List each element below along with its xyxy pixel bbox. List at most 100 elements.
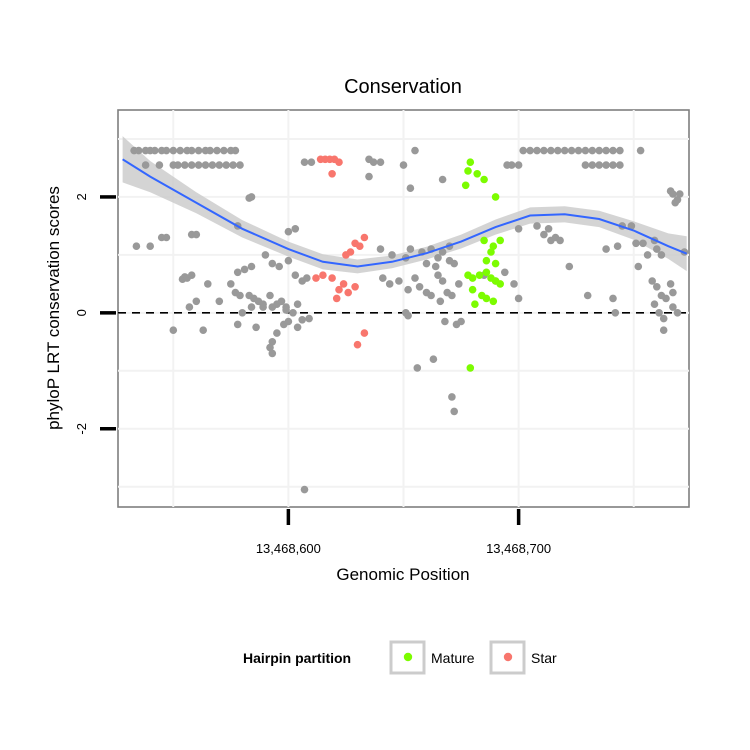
point-other: [293, 323, 302, 332]
point-other: [277, 297, 286, 306]
point-star: [346, 248, 355, 256]
chart-title: Conservation: [344, 76, 462, 98]
point-other: [581, 161, 590, 169]
point-star: [353, 340, 362, 349]
point-other: [284, 256, 293, 265]
point-other: [650, 300, 659, 309]
legend-label-star: Star: [531, 650, 557, 666]
point-other: [215, 297, 224, 306]
point-other: [602, 245, 610, 253]
point-other: [455, 280, 463, 288]
point-other: [215, 161, 224, 169]
point-other: [436, 297, 445, 306]
y-axis-label: phyloP LRT conservation scores: [44, 186, 63, 430]
point-other: [540, 146, 548, 155]
point-other: [514, 225, 523, 233]
point-other: [510, 280, 518, 288]
point-mature: [482, 256, 491, 265]
point-mature: [482, 294, 491, 303]
point-other: [298, 316, 307, 324]
point-other: [162, 233, 171, 242]
point-star: [356, 242, 364, 250]
point-other: [369, 158, 378, 166]
point-other: [653, 283, 661, 291]
legend-dot-star: [503, 652, 513, 662]
point-other: [187, 161, 196, 169]
point-other: [213, 146, 221, 155]
point-other: [236, 291, 244, 300]
point-other: [275, 262, 284, 271]
point-other: [169, 146, 178, 155]
point-other: [441, 317, 449, 326]
legend-title: Hairpin partition: [243, 650, 351, 666]
point-star: [335, 158, 343, 166]
point-other: [659, 314, 668, 323]
point-other: [204, 280, 212, 288]
point-other: [613, 242, 622, 250]
point-other: [376, 158, 385, 166]
legend-label-mature: Mature: [431, 650, 475, 666]
point-star: [339, 280, 348, 288]
point-other: [229, 161, 237, 169]
x-tick-label: 13,468,600: [256, 541, 321, 556]
point-other: [146, 242, 154, 250]
point-other: [399, 161, 408, 169]
point-other: [595, 146, 603, 155]
point-other: [540, 230, 548, 239]
point-mature: [468, 285, 477, 294]
point-other: [194, 146, 203, 155]
point-other: [438, 277, 447, 285]
point-other: [282, 306, 290, 314]
point-mature: [489, 242, 498, 250]
point-other: [662, 294, 670, 303]
point-other: [648, 277, 656, 285]
point-other: [208, 161, 217, 169]
point-other: [547, 146, 555, 155]
point-other: [627, 222, 636, 230]
point-other: [268, 303, 277, 311]
point-other: [201, 161, 210, 169]
point-other: [457, 317, 465, 326]
point-other: [192, 230, 201, 239]
point-other: [273, 329, 281, 337]
point-other: [413, 364, 422, 372]
point-other: [588, 161, 597, 169]
point-other: [238, 309, 247, 317]
point-other: [673, 196, 682, 204]
point-other: [434, 271, 442, 280]
point-other: [669, 303, 677, 311]
point-mature: [464, 167, 472, 175]
point-other: [514, 161, 523, 169]
point-other: [379, 274, 387, 282]
point-other: [411, 274, 419, 282]
point-star: [360, 233, 369, 242]
point-star: [351, 283, 359, 291]
y-tick-label: -2: [74, 423, 89, 435]
y-tick-label: 0: [74, 309, 89, 316]
point-other: [181, 161, 189, 169]
point-other: [659, 326, 668, 335]
point-other: [155, 161, 164, 169]
point-mature: [471, 300, 479, 309]
point-other: [657, 251, 666, 259]
point-other: [560, 146, 569, 155]
point-other: [307, 158, 316, 166]
point-other: [176, 146, 184, 155]
point-other: [185, 303, 194, 311]
point-mature: [466, 158, 475, 166]
point-other: [533, 222, 541, 230]
point-other: [266, 343, 274, 352]
point-other: [669, 288, 677, 297]
point-other: [643, 251, 652, 259]
point-other: [187, 146, 196, 155]
point-star: [328, 170, 336, 178]
point-other: [385, 280, 394, 288]
point-other: [429, 355, 438, 364]
point-star: [360, 329, 369, 337]
point-other: [406, 245, 415, 253]
point-other: [162, 146, 171, 155]
point-other: [132, 242, 141, 250]
smooth-line: [122, 158, 688, 268]
point-other: [199, 326, 207, 335]
point-other: [526, 146, 534, 155]
